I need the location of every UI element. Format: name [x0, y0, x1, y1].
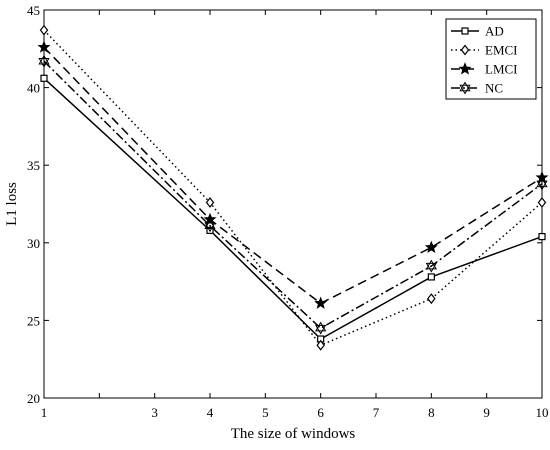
data-point-nc-part: [425, 259, 437, 270]
y-axis-label: L1 loss: [4, 182, 20, 226]
data-point-nc: [315, 321, 327, 335]
y-tick-label: 30: [27, 236, 40, 251]
data-point-ad: [40, 74, 48, 82]
data-point-lmci: [37, 40, 51, 53]
data-point-ad: [427, 273, 435, 281]
data-point-nc-part: [38, 57, 50, 68]
series-nc: [38, 54, 548, 335]
data-point-nc-part: [536, 177, 548, 188]
legend-marker-nc: [459, 81, 471, 95]
y-tick-label: 20: [27, 391, 40, 406]
x-tick-label: 9: [483, 405, 490, 420]
data-point-emci: [39, 24, 49, 36]
data-point-emci: [537, 196, 547, 208]
x-tick-label: 3: [151, 405, 158, 420]
data-point-nc-part: [38, 54, 50, 65]
legend-marker-emci: [460, 44, 470, 56]
series-emci: [39, 24, 547, 351]
legend: AD EMCI LMCI NC: [445, 18, 537, 100]
data-point-nc: [536, 177, 548, 191]
series-line-nc: [43, 60, 543, 329]
x-tick-label: 10: [536, 405, 549, 420]
legend-label-nc: NC: [485, 81, 503, 96]
data-point-nc-part: [425, 262, 437, 273]
data-point-nc-part: [536, 180, 548, 191]
legend-label-emci: EMCI: [485, 43, 518, 58]
data-point-nc: [425, 259, 437, 273]
data-point-nc-part: [204, 219, 216, 229]
x-tick-label: 5: [262, 405, 269, 420]
y-tick-label: 25: [27, 313, 40, 328]
x-tick-label: 1: [41, 405, 48, 420]
y-tick-label: 40: [27, 81, 40, 96]
data-point-lmci: [535, 170, 549, 184]
data-point-nc-part: [315, 324, 327, 335]
x-tick-label: 6: [317, 405, 324, 420]
y-tick-label: 35: [27, 158, 40, 173]
legend-marker-lmci: [458, 62, 472, 75]
data-point-nc-part: [204, 222, 216, 233]
data-point-lmci: [424, 240, 438, 253]
legend-marker-nc-part: [459, 81, 471, 92]
y-tick-label: 45: [27, 3, 40, 18]
legend-marker-nc-part: [459, 84, 471, 95]
legend-label-lmci: LMCI: [485, 62, 518, 77]
data-point-lmci: [203, 212, 217, 226]
data-point-ad: [538, 232, 546, 241]
legend-label-ad: AD: [485, 24, 504, 39]
data-point-nc: [38, 54, 50, 68]
data-point-lmci: [314, 296, 328, 309]
series-layer: [37, 24, 549, 351]
series-lmci: [37, 40, 549, 309]
data-point-nc-part: [315, 321, 327, 332]
x-tick-label: 4: [207, 405, 214, 420]
data-point-emci: [205, 196, 215, 208]
data-point-emci: [316, 339, 325, 351]
data-point-nc: [204, 219, 216, 233]
data-point-emci: [427, 293, 436, 305]
x-tick-label: 8: [428, 405, 435, 420]
x-tick-label: 7: [373, 405, 380, 420]
legend-box: [445, 18, 537, 100]
legend-marker-ad: [461, 27, 469, 35]
x-axis-label: The size of windows: [231, 426, 356, 442]
